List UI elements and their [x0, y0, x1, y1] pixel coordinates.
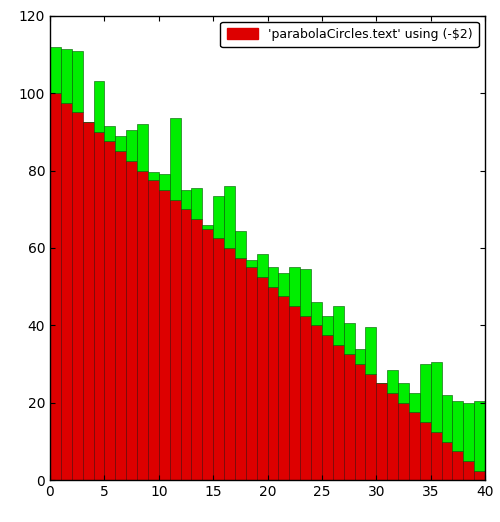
- Bar: [463, 461, 474, 480]
- Bar: [474, 401, 485, 470]
- Bar: [180, 209, 192, 480]
- Bar: [463, 403, 474, 461]
- Bar: [366, 374, 376, 480]
- Bar: [430, 362, 442, 432]
- Bar: [72, 112, 83, 480]
- Bar: [398, 403, 409, 480]
- Bar: [235, 258, 246, 480]
- Bar: [159, 174, 170, 190]
- Bar: [452, 451, 463, 480]
- Bar: [256, 277, 268, 480]
- Bar: [300, 269, 311, 316]
- Bar: [192, 188, 202, 219]
- Bar: [202, 229, 213, 480]
- Bar: [442, 442, 452, 480]
- Bar: [278, 273, 289, 296]
- Bar: [137, 171, 148, 480]
- Bar: [344, 324, 354, 354]
- Bar: [452, 401, 463, 451]
- Bar: [354, 364, 366, 480]
- Bar: [202, 224, 213, 229]
- Bar: [322, 335, 333, 480]
- Bar: [224, 248, 235, 480]
- Bar: [213, 238, 224, 480]
- Bar: [192, 219, 202, 480]
- Bar: [333, 306, 344, 345]
- Bar: [333, 345, 344, 480]
- Bar: [61, 103, 72, 480]
- Bar: [366, 327, 376, 374]
- Bar: [398, 384, 409, 403]
- Bar: [311, 302, 322, 325]
- Bar: [409, 393, 420, 412]
- Bar: [82, 122, 94, 480]
- Bar: [289, 267, 300, 306]
- Bar: [50, 46, 61, 93]
- Bar: [126, 161, 137, 480]
- Bar: [387, 370, 398, 393]
- Legend: 'parabolaCircles.text' using (-$2): 'parabolaCircles.text' using (-$2): [220, 22, 479, 48]
- Bar: [268, 287, 278, 480]
- Bar: [159, 190, 170, 480]
- Bar: [420, 422, 430, 480]
- Bar: [170, 199, 180, 480]
- Bar: [72, 51, 83, 112]
- Bar: [104, 126, 115, 141]
- Bar: [278, 296, 289, 480]
- Bar: [268, 267, 278, 287]
- Bar: [246, 267, 256, 480]
- Bar: [115, 151, 126, 480]
- Bar: [474, 470, 485, 480]
- Bar: [420, 364, 430, 422]
- Bar: [50, 93, 61, 480]
- Bar: [104, 141, 115, 480]
- Bar: [115, 136, 126, 151]
- Bar: [387, 393, 398, 480]
- Bar: [180, 190, 192, 209]
- Bar: [430, 432, 442, 480]
- Bar: [354, 349, 366, 364]
- Bar: [61, 49, 72, 103]
- Bar: [300, 316, 311, 480]
- Bar: [94, 132, 104, 480]
- Bar: [256, 254, 268, 277]
- Bar: [126, 130, 137, 161]
- Bar: [376, 384, 387, 480]
- Bar: [148, 172, 159, 180]
- Bar: [235, 231, 246, 258]
- Bar: [322, 316, 333, 335]
- Bar: [94, 81, 104, 132]
- Bar: [246, 259, 256, 267]
- Bar: [213, 196, 224, 238]
- Bar: [289, 306, 300, 480]
- Bar: [137, 124, 148, 171]
- Bar: [409, 412, 420, 480]
- Bar: [170, 118, 180, 199]
- Bar: [148, 180, 159, 480]
- Bar: [311, 325, 322, 480]
- Bar: [224, 186, 235, 248]
- Bar: [442, 395, 452, 442]
- Bar: [344, 354, 354, 480]
